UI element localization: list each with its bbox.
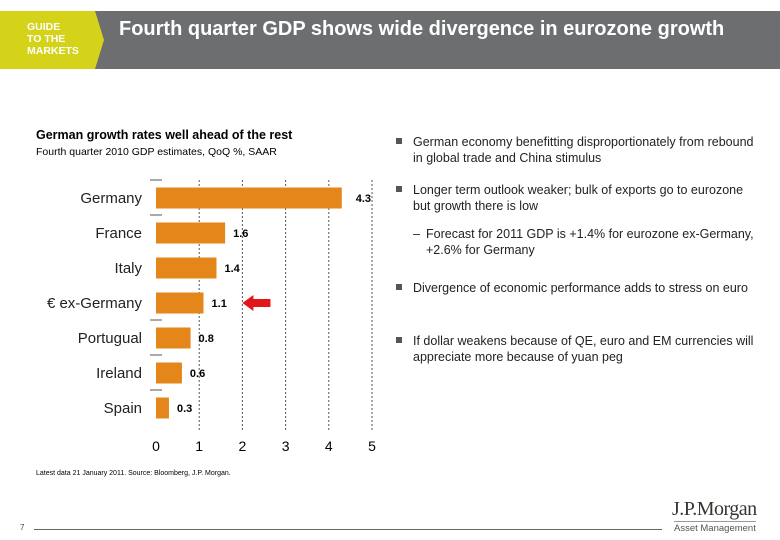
bullet-square	[396, 186, 402, 192]
bullet-item: Longer term outlook weaker; bulk of expo…	[396, 182, 756, 214]
bullet-text: Divergence of economic performance adds …	[413, 281, 748, 295]
data-label: 0.8	[199, 333, 214, 345]
category-label: France	[95, 225, 142, 242]
category-label: Italy	[114, 260, 142, 277]
bar	[156, 292, 204, 314]
bullet-square	[396, 138, 402, 144]
guide-logo: GUIDE TO THE MARKETS	[0, 11, 104, 69]
chart-subtitle: Fourth quarter 2010 GDP estimates, QoQ %…	[36, 146, 277, 158]
logo-line: GUIDE	[27, 21, 61, 33]
bar	[156, 327, 191, 349]
highlight-arrow-icon	[242, 295, 271, 311]
bullet-square	[396, 284, 402, 290]
data-label: 1.1	[212, 298, 227, 310]
footer-divider	[34, 529, 662, 530]
bullet-text: If dollar weakens because of QE, euro an…	[413, 334, 754, 364]
x-tick-label: 0	[152, 438, 160, 454]
category-label: Portugual	[78, 330, 142, 347]
category-label: € ex-Germany	[47, 295, 143, 312]
bar	[156, 397, 169, 419]
data-label: 1.6	[233, 228, 248, 240]
data-label: 0.3	[177, 403, 192, 415]
page-number: 7	[20, 523, 25, 532]
x-tick-label: 4	[325, 438, 333, 454]
logo-line: TO THE	[27, 33, 66, 45]
logo-line: MARKETS	[27, 45, 79, 57]
dash-marker: –	[413, 227, 420, 241]
x-tick-label: 1	[195, 438, 203, 454]
category-label: Ireland	[96, 365, 142, 382]
bullet-square	[396, 337, 402, 343]
bullet-item: – Forecast for 2011 GDP is +1.4% for euro…	[396, 226, 756, 258]
header-bar	[0, 11, 780, 69]
bullet-text: German economy benefitting disproportion…	[413, 135, 754, 165]
brand-subtitle: Asset Management	[674, 521, 756, 534]
category-label: Spain	[104, 400, 142, 417]
x-tick-label: 2	[239, 438, 247, 454]
bullet-item: German economy benefitting disproportion…	[396, 134, 756, 166]
data-label: 4.3	[356, 193, 371, 205]
x-tick-label: 5	[368, 438, 376, 454]
bullet-text: Forecast for 2011 GDP is +1.4% for euroz…	[426, 227, 754, 257]
chart-title: German growth rates well ahead of the re…	[36, 128, 293, 142]
source-note: Latest data 21 January 2011. Source: Blo…	[36, 470, 231, 477]
bar	[156, 257, 217, 279]
brand-logo: J.P.Morgan	[672, 498, 757, 520]
bar	[156, 362, 182, 384]
bar	[156, 187, 342, 209]
bullet-item: Divergence of economic performance adds …	[396, 280, 756, 296]
bar	[156, 222, 226, 244]
x-tick-label: 3	[282, 438, 290, 454]
data-label: 1.4	[224, 263, 240, 275]
bullet-text: Longer term outlook weaker; bulk of expo…	[413, 183, 744, 213]
bullet-item: If dollar weakens because of QE, euro an…	[396, 333, 756, 365]
data-label: 0.6	[190, 368, 205, 380]
page-title: Fourth quarter GDP shows wide divergence…	[119, 18, 725, 40]
category-label: Germany	[80, 190, 142, 207]
